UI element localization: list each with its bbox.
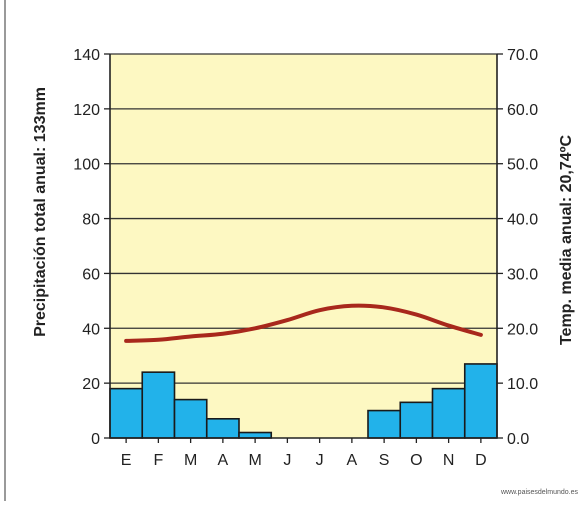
frame-left-edge (4, 0, 6, 501)
left-tick-label: 100 (73, 157, 100, 174)
right-tick-label: 70.0 (507, 47, 538, 64)
left-axis-title: Precipitación total anual: 133mm (32, 87, 49, 337)
precipitation-bar (173, 398, 208, 439)
precipitation-bar (431, 387, 466, 439)
precipitation-bar (109, 387, 144, 439)
precipitation-bar (238, 431, 273, 439)
month-label: O (410, 452, 422, 469)
month-label: M (184, 452, 197, 469)
month-label: A (347, 452, 358, 469)
month-label: M (248, 452, 261, 469)
month-label: J (316, 452, 324, 469)
right-tick-label: 20.0 (507, 321, 538, 338)
right-tick-label: 30.0 (507, 266, 538, 283)
temperature-line (124, 303, 483, 343)
right-tick-label: 50.0 (507, 157, 538, 174)
precipitation-bar (463, 363, 498, 439)
month-label: F (153, 452, 163, 469)
right-tick-label: 10.0 (507, 376, 538, 393)
precipitation-bar (399, 401, 434, 439)
month-label: D (475, 452, 487, 469)
right-axis-ticks: 0.0 10.0 20.0 30.0 40.0 50.0 60.0 70.0 (497, 47, 538, 448)
left-axis-ticks: 0 20 40 60 80 100 120 140 (73, 47, 110, 448)
left-tick-label: 80 (82, 212, 100, 229)
axes (109, 54, 498, 439)
left-tick-label: 60 (82, 266, 100, 283)
left-tick-label: 20 (82, 376, 100, 393)
right-axis-title: Temp. media anual: 20,74ºC (558, 135, 575, 346)
source-watermark: www.paisesdelmundo.es (500, 489, 579, 496)
month-label: J (283, 452, 291, 469)
right-tick-label: 60.0 (507, 102, 538, 119)
right-tick-label: 0.0 (507, 431, 529, 448)
precipitation-bar (205, 417, 240, 439)
right-tick-label: 40.0 (507, 212, 538, 229)
left-tick-label: 40 (82, 321, 100, 338)
precipitation-bar (367, 409, 402, 439)
month-label: A (218, 452, 229, 469)
month-label: E (121, 452, 132, 469)
left-tick-label: 0 (91, 431, 100, 448)
month-label: S (379, 452, 390, 469)
month-label: N (443, 452, 455, 469)
left-tick-label: 140 (73, 47, 100, 64)
left-tick-label: 120 (73, 102, 100, 119)
precipitation-bar (141, 371, 176, 439)
